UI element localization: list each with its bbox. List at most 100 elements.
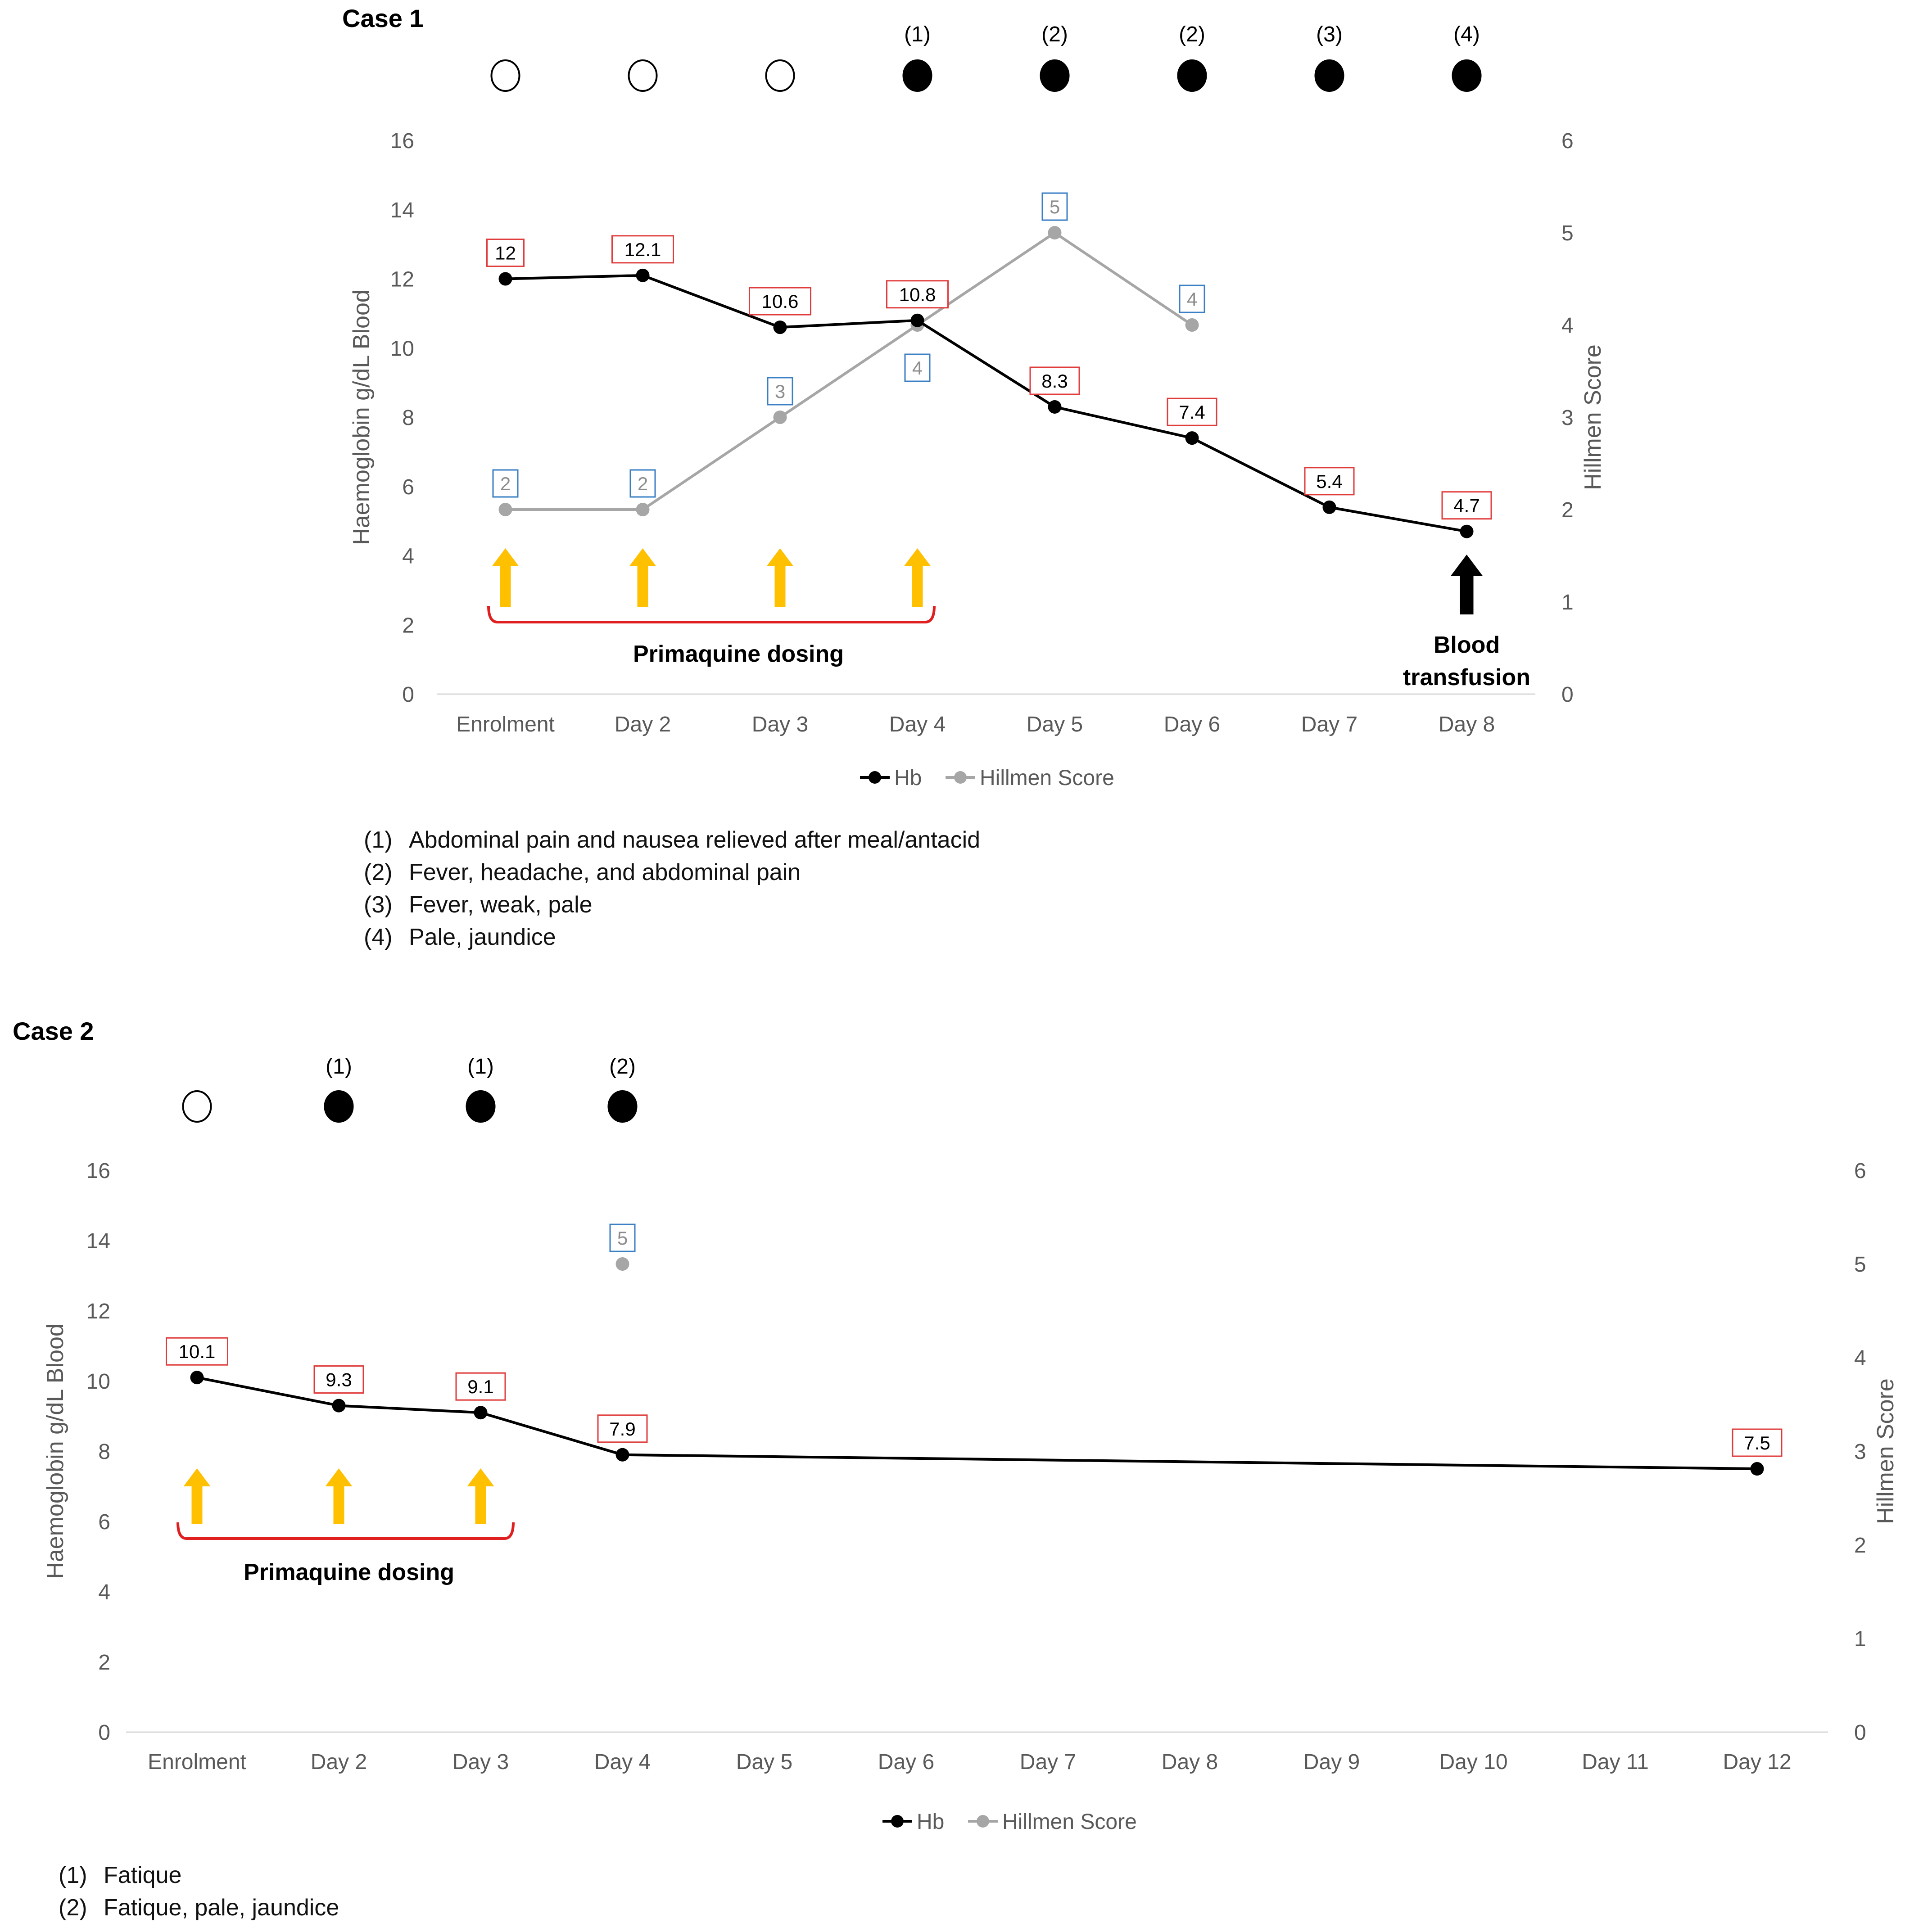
case2-hb-label: 9.3	[326, 1369, 352, 1390]
case1-asymptomatic-marker	[765, 59, 795, 92]
case1-y-right-tick: 2	[1561, 498, 1574, 522]
case1-hillmen-point	[498, 503, 512, 516]
case2-hb-point	[1750, 1462, 1764, 1476]
case1-hb-point	[636, 268, 650, 282]
case2-footnote: (1) Fatique	[59, 1862, 182, 1888]
case2-x-tick-label: Day 12	[1723, 1750, 1791, 1774]
case2-hb-label: 9.1	[467, 1376, 493, 1397]
case1-y-right-tick: 4	[1561, 314, 1574, 338]
case1-legend-hillmen-label: Hillmen Score	[980, 766, 1114, 790]
case1-dosing-bracket	[487, 605, 936, 623]
case2-hb-point	[332, 1399, 346, 1413]
case2-y-left-tick: 10	[86, 1370, 110, 1394]
case2-hb-label-box	[455, 1372, 506, 1401]
case1-y-left-tick: 12	[390, 268, 414, 292]
case2-hb-point	[190, 1371, 204, 1385]
case1-y-right-tick: 0	[1561, 683, 1574, 707]
case2-y-right-tick: 5	[1854, 1253, 1866, 1277]
case1-hb-point	[1185, 431, 1199, 445]
case1-y-right-tick: 6	[1561, 129, 1574, 153]
case1-y-left-tick: 14	[390, 199, 414, 222]
case1-hb-point	[498, 272, 512, 286]
case1-hillmen-label: 4	[1187, 289, 1197, 310]
case1-x-tick-label: Day 3	[752, 713, 808, 736]
case1-hillmen-label: 3	[775, 381, 785, 402]
case1-hb-label: 8.3	[1041, 370, 1068, 392]
case1-symptomatic-marker	[902, 59, 932, 92]
case2-symptomatic-marker	[324, 1090, 354, 1123]
case2-hb-line	[196, 1376, 1757, 1470]
case1-hillmen-point	[636, 503, 650, 516]
case1-hb-label: 4.7	[1453, 495, 1480, 516]
case1-hillmen-label-box	[904, 353, 931, 382]
case2-hb-label: 7.5	[1744, 1432, 1770, 1454]
case1-hillmen-point	[1048, 226, 1062, 239]
case1-symptomatic-marker	[1452, 59, 1482, 92]
case1-legend-hb-marker	[869, 771, 881, 784]
case2-x-tick-label: Day 3	[452, 1750, 509, 1774]
case1-hb-label-box	[749, 287, 811, 316]
case2-y-left-tick: 8	[98, 1440, 110, 1464]
case1-hb-point	[910, 313, 924, 327]
case1-hillmen-point	[1185, 318, 1199, 332]
case2-hb-point	[615, 1448, 629, 1462]
case1-y-left-tick: 0	[402, 683, 414, 707]
case2-y-right-tick: 2	[1854, 1534, 1866, 1557]
case2-dosing-label: Primaquine dosing	[244, 1559, 454, 1585]
case1-title: Case 1	[342, 4, 424, 32]
case2-legend-hillmen-label: Hillmen Score	[1002, 1810, 1137, 1834]
case1-transfusion-label: Blood	[1434, 632, 1500, 658]
case1-x-tick-label: Day 5	[1027, 713, 1083, 736]
case1-x-tick-label: Enrolment	[456, 713, 555, 736]
case1-y-left-label: Haemoglobin g/dL Blood	[348, 289, 375, 545]
case1-dosing-arrow	[904, 548, 931, 607]
case1-dosing-label: Primaquine dosing	[633, 641, 844, 667]
case1-hb-label-box	[1304, 467, 1355, 496]
case1-hb-point	[1048, 400, 1062, 414]
case1-symptom-code: (3)	[1316, 23, 1343, 46]
case1-hillmen-label: 2	[500, 473, 511, 494]
case1-hb-label: 7.4	[1179, 402, 1205, 423]
case2-y-left-tick: 6	[98, 1510, 110, 1534]
case1-y-left-tick: 6	[402, 475, 414, 499]
case1-hb-label-box	[1029, 366, 1080, 395]
case1-hillmen-label-box	[629, 469, 656, 498]
case2-x-tick-label: Day 2	[311, 1750, 367, 1774]
case1-hillmen-label: 4	[912, 357, 923, 379]
case2-hb-label: 10.1	[179, 1341, 216, 1362]
case1-hb-label-box	[611, 235, 674, 264]
case1-hb-point	[1460, 524, 1474, 538]
case1-symptom-code: (2)	[1179, 23, 1205, 46]
case2-y-right-tick: 1	[1854, 1627, 1866, 1651]
case1-hillmen-point	[773, 411, 787, 424]
case2-x-tick-label: Day 4	[594, 1750, 651, 1774]
case2-x-tick-label: Day 10	[1439, 1750, 1507, 1774]
case1-x-tick-label: Day 7	[1301, 713, 1357, 736]
case1-footnote: (4) Pale, jaundice	[364, 924, 556, 950]
case2-x-tick-label: Day 11	[1582, 1750, 1649, 1774]
case1-dosing-arrow	[629, 548, 656, 607]
case2-x-tick-label: Day 5	[736, 1750, 792, 1774]
case1-y-right-tick: 5	[1561, 221, 1574, 245]
case1-y-left-tick: 8	[402, 406, 414, 430]
case1-hillmen-line	[505, 231, 1193, 511]
case2-symptomatic-marker	[466, 1090, 496, 1123]
case1-symptom-code: (4)	[1453, 23, 1480, 46]
case1-y-right-tick: 1	[1561, 591, 1574, 614]
case2-y-left-tick: 4	[98, 1580, 110, 1604]
case1-hillmen-label: 2	[638, 473, 648, 494]
case2-y-left-tick: 0	[98, 1721, 110, 1745]
case1-hb-label-box	[1167, 397, 1217, 426]
case2-hillmen-label-box	[609, 1223, 636, 1252]
case1-y-left-tick: 16	[390, 129, 414, 153]
case2-hb-label-box	[166, 1337, 228, 1366]
case1-x-tick-label: Day 4	[889, 713, 946, 736]
case2-symptom-code: (2)	[609, 1055, 636, 1079]
case1-footnote: (1) Abdominal pain and nausea relieved af…	[364, 827, 981, 853]
case1-footnote: (2) Fever, headache, and abdominal pain	[364, 859, 801, 885]
case1-hb-point	[1322, 500, 1336, 514]
case1-symptomatic-marker	[1040, 59, 1070, 92]
case1-legend-hb-label: Hb	[894, 766, 922, 790]
case2-y-right-tick: 3	[1854, 1440, 1866, 1464]
case1-y-right-tick: 3	[1561, 406, 1574, 430]
